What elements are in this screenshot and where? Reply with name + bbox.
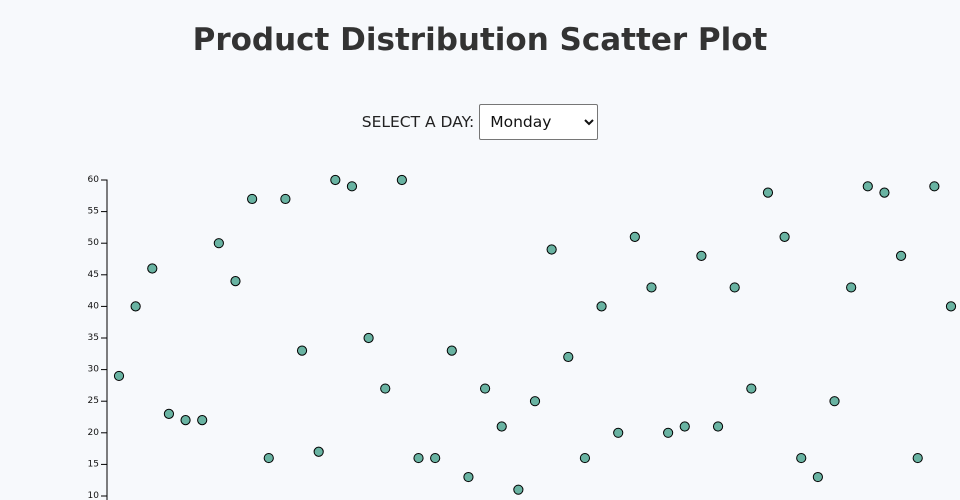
scatter-point[interactable] xyxy=(247,193,258,205)
scatter-point[interactable] xyxy=(163,408,175,419)
scatter-point[interactable] xyxy=(613,427,624,438)
scatter-point[interactable] xyxy=(197,415,208,426)
day-select-label: SELECT A DAY: xyxy=(361,113,475,131)
scatter-point[interactable] xyxy=(929,181,940,192)
y-tick-label: 45 xyxy=(88,270,99,280)
day-selector: SELECT A DAY: Monday xyxy=(0,104,960,140)
scatter-point[interactable] xyxy=(413,452,424,464)
y-tick-label: 60 xyxy=(88,175,100,185)
scatter-point[interactable] xyxy=(712,421,724,432)
scatter-point[interactable] xyxy=(879,187,890,198)
scatter-point[interactable] xyxy=(380,383,391,394)
scatter-point[interactable] xyxy=(762,187,774,198)
scatter-point[interactable] xyxy=(330,174,341,186)
scatter-point[interactable] xyxy=(180,415,191,426)
scatter-point[interactable] xyxy=(829,396,840,407)
y-tick-label: 25 xyxy=(88,396,99,406)
scatter-point[interactable] xyxy=(596,301,607,312)
scatter-point[interactable] xyxy=(230,276,241,287)
scatter-point[interactable] xyxy=(346,181,358,192)
page-title: Product Distribution Scatter Plot xyxy=(192,22,768,58)
scatter-point[interactable] xyxy=(696,250,707,261)
scatter-point[interactable] xyxy=(746,383,757,394)
scatter-point[interactable] xyxy=(629,231,640,242)
scatter-point[interactable] xyxy=(463,471,474,483)
scatter-point[interactable] xyxy=(679,421,690,432)
scatter-point[interactable] xyxy=(296,345,308,356)
scatter-point[interactable] xyxy=(563,351,574,363)
scatter-point[interactable] xyxy=(912,452,923,464)
scatter-point[interactable] xyxy=(513,484,524,495)
scatter-point[interactable] xyxy=(729,282,740,293)
scatter-point[interactable] xyxy=(313,446,324,457)
day-select-dropdown[interactable]: Monday xyxy=(479,104,599,140)
scatter-point[interactable] xyxy=(430,452,441,464)
scatter-point[interactable] xyxy=(895,250,907,261)
scatter-point[interactable] xyxy=(546,244,557,255)
scatter-point[interactable] xyxy=(396,174,407,186)
y-tick-label: 30 xyxy=(88,365,100,375)
scatter-point[interactable] xyxy=(113,370,125,382)
scatter-point[interactable] xyxy=(363,332,374,344)
scatter-point[interactable] xyxy=(779,231,790,242)
scatter-point[interactable] xyxy=(846,282,857,293)
scatter-point[interactable] xyxy=(529,396,541,407)
scatter-point[interactable] xyxy=(663,427,674,438)
scatter-point[interactable] xyxy=(579,452,591,464)
scatter-point[interactable] xyxy=(213,238,224,249)
scatter-point[interactable] xyxy=(263,452,274,464)
y-tick-label: 55 xyxy=(88,207,99,217)
y-axis: 10 15 20 25 30 35 40 45 50 55 60 xyxy=(88,175,108,500)
y-tick-label: 35 xyxy=(88,333,99,343)
scatter-point[interactable] xyxy=(945,301,957,312)
scatter-point[interactable] xyxy=(496,421,507,432)
scatter-point[interactable] xyxy=(147,263,158,274)
scatter-point[interactable] xyxy=(130,301,141,312)
scatter-points xyxy=(113,174,957,495)
y-tick-label: 20 xyxy=(88,428,100,438)
scatter-point[interactable] xyxy=(862,181,873,192)
scatter-point[interactable] xyxy=(812,471,823,483)
scatter-point[interactable] xyxy=(446,345,457,356)
y-tick-label: 40 xyxy=(88,301,100,311)
scatter-point[interactable] xyxy=(479,383,491,394)
scatter-point[interactable] xyxy=(280,193,291,205)
y-tick-label: 10 xyxy=(88,491,100,500)
scatter-point[interactable] xyxy=(646,282,657,293)
y-tick-label: 50 xyxy=(88,238,100,248)
y-tick-label: 15 xyxy=(88,459,99,469)
scatter-point[interactable] xyxy=(796,452,807,464)
